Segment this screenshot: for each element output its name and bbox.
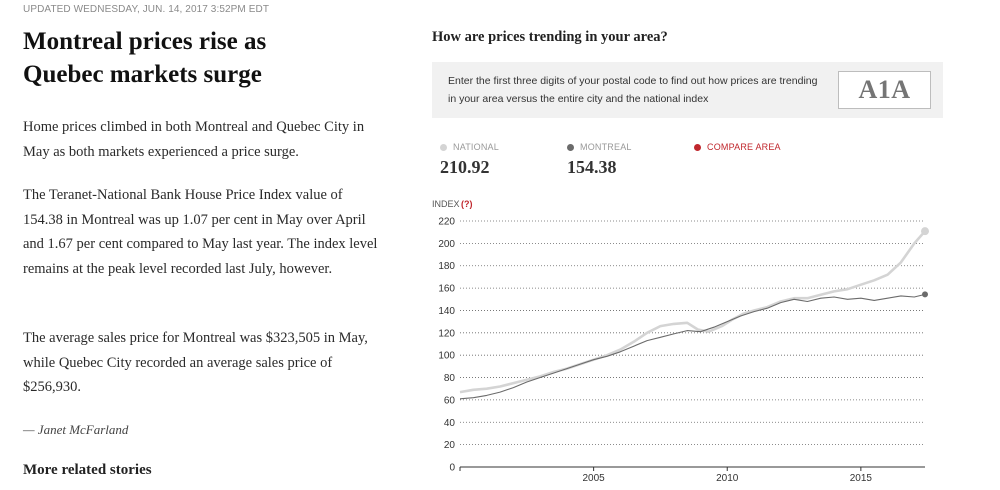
legend-montreal-value: 154.38	[567, 157, 617, 177]
price-index-chart-svg: INDEX (?) 0 20 40 60 80 100 120 140 160 180 200 220…	[432, 199, 929, 484]
legend-montreal-label-row: MONTREAL	[567, 142, 632, 152]
panel-title: How are prices trending in your area?	[432, 29, 668, 45]
y-axis-help-link[interactable]: (?)	[461, 199, 473, 209]
legend-national-label: NATIONAL	[453, 142, 499, 152]
postal-code-input[interactable]	[838, 71, 931, 109]
series-endpoint-national	[921, 227, 929, 236]
chart-series	[459, 227, 929, 400]
y-tick-label: 180	[438, 261, 455, 272]
article-byline: — Janet McFarland	[23, 422, 129, 437]
legend-compare-label-row: COMPARE AREA	[694, 142, 781, 152]
y-tick-label: 220	[438, 217, 455, 228]
legend-national: NATIONAL 210.92	[440, 142, 499, 178]
y-tick-label: 80	[444, 373, 456, 384]
legend-montreal: MONTREAL 154.38	[567, 142, 632, 178]
x-tick-label: 2015	[850, 473, 873, 484]
article-paragraph-1: Home prices climbed in both Montreal and…	[23, 119, 365, 160]
y-tick-label: 140	[438, 306, 455, 317]
article-paragraph-2: The Teranet-National Bank House Price In…	[23, 187, 378, 277]
chart-gridlines	[460, 220, 925, 446]
article-paragraph-3: The average sales price for Montreal was…	[23, 330, 368, 396]
y-axis-label: INDEX	[432, 199, 460, 209]
updated-timestamp: UPDATED WEDNESDAY, JUN. 14, 2017 3:52PM …	[23, 4, 270, 15]
series-line-national	[459, 230, 926, 394]
x-axis: 2005 2010 2015	[459, 466, 925, 484]
series-endpoint-montreal	[922, 291, 928, 298]
article-headline: Montreal prices rise as Quebec markets s…	[23, 28, 267, 88]
compare-dot-icon	[694, 143, 701, 151]
y-tick-label: 120	[438, 328, 455, 339]
price-index-chart: INDEX (?) 0 20 40 60 80 100 120 140 160 180 200 220…	[425, 195, 945, 490]
legend-compare-label: COMPARE AREA	[707, 142, 781, 152]
postal-code-box: Enter the first three digits of your pos…	[432, 62, 943, 118]
y-tick-label: 200	[438, 239, 455, 250]
y-tick-label: 20	[444, 440, 456, 451]
y-axis-ticks: 0 20 40 60 80 100 120 140 160 180 200 220	[438, 217, 455, 474]
y-tick-label: 160	[438, 284, 455, 295]
legend-national-value: 210.92	[440, 157, 490, 177]
y-tick-label: 100	[438, 351, 455, 362]
legend-compare: COMPARE AREA	[694, 142, 781, 152]
postal-code-prompt: Enter the first three digits of your pos…	[448, 75, 818, 105]
national-dot-icon	[440, 143, 447, 151]
x-tick-label: 2005	[582, 473, 605, 484]
series-line-montreal	[459, 293, 926, 400]
related-stories-link[interactable]: More related stories	[23, 462, 152, 478]
montreal-dot-icon	[567, 143, 574, 151]
x-tick-label: 2010	[716, 473, 739, 484]
y-tick-label: 60	[444, 395, 456, 406]
y-tick-label: 40	[444, 418, 456, 429]
legend-national-label-row: NATIONAL	[440, 142, 499, 152]
y-tick-label: 0	[449, 463, 455, 474]
legend-montreal-label: MONTREAL	[580, 142, 632, 152]
